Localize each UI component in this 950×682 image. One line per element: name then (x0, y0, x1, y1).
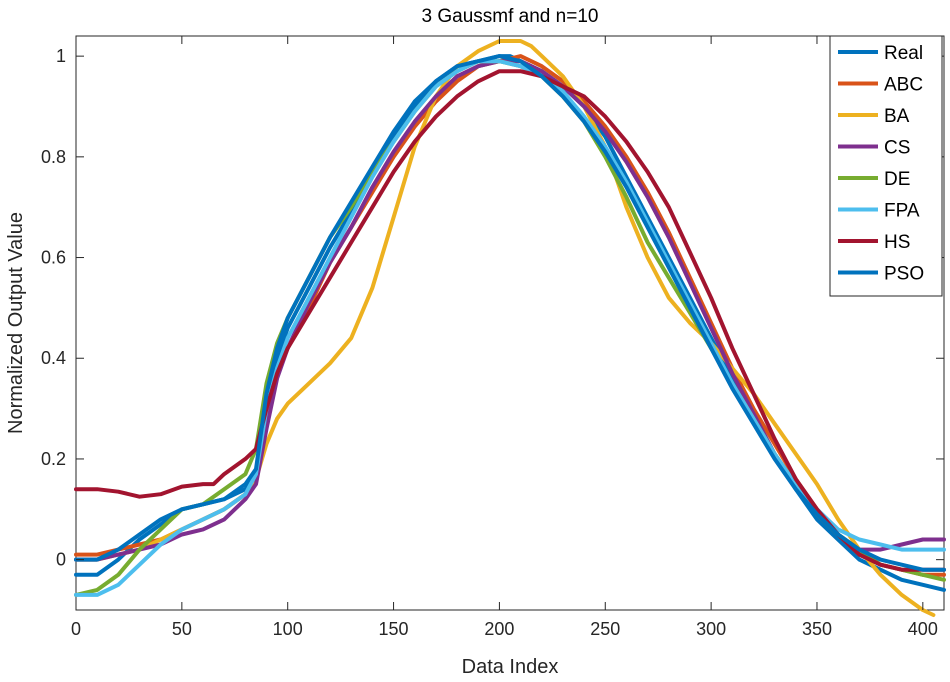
ticks-layer: 0 50 100 150 200 250 300 350 400 0 0.2 0.4 0.6 0.8 1 (41, 36, 944, 639)
x-tick-label: 350 (802, 619, 832, 639)
legend-label-fpa: FPA (884, 201, 920, 222)
x-tick-label: 100 (273, 619, 303, 639)
legend-label-abc: ABC (884, 75, 923, 96)
y-tick-label: 0.4 (41, 348, 66, 368)
legend-label-cs: CS (884, 138, 910, 159)
legend-label-hs: HS (884, 232, 910, 253)
y-axis-title: Normalized Output Value (5, 212, 27, 434)
legend-box (829, 35, 943, 297)
series-line-fpa (74, 59, 946, 597)
y-tick-label: 1 (56, 46, 66, 66)
legend-label-real: Real (884, 43, 923, 64)
legend: Real ABC BA CS DE FPA HS PSO (829, 35, 943, 297)
series-line-hs (74, 69, 946, 572)
y-tick-label: 0.8 (41, 147, 66, 167)
x-tick-label: 250 (590, 619, 620, 639)
legend-label-ba: BA (884, 106, 910, 127)
x-tick-label: 50 (172, 619, 192, 639)
x-tick-label: 150 (379, 619, 409, 639)
series-line-pso (74, 54, 946, 572)
y-tick-label: 0 (56, 550, 66, 570)
series-layer (74, 39, 946, 617)
plot-area (75, 35, 945, 611)
y-tick-label: 0.2 (41, 449, 66, 469)
x-tick-label: 200 (484, 619, 514, 639)
chart-title: 3 Gaussmf and n=10 (422, 6, 599, 27)
x-tick-label: 400 (908, 619, 938, 639)
x-tick-label: 0 (71, 619, 81, 639)
y-tick-label: 0.6 (41, 248, 66, 268)
x-axis-title: Data Index (462, 656, 559, 678)
legend-label-pso: PSO (884, 264, 924, 285)
legend-label-de: DE (884, 169, 910, 190)
x-tick-label: 300 (696, 619, 726, 639)
